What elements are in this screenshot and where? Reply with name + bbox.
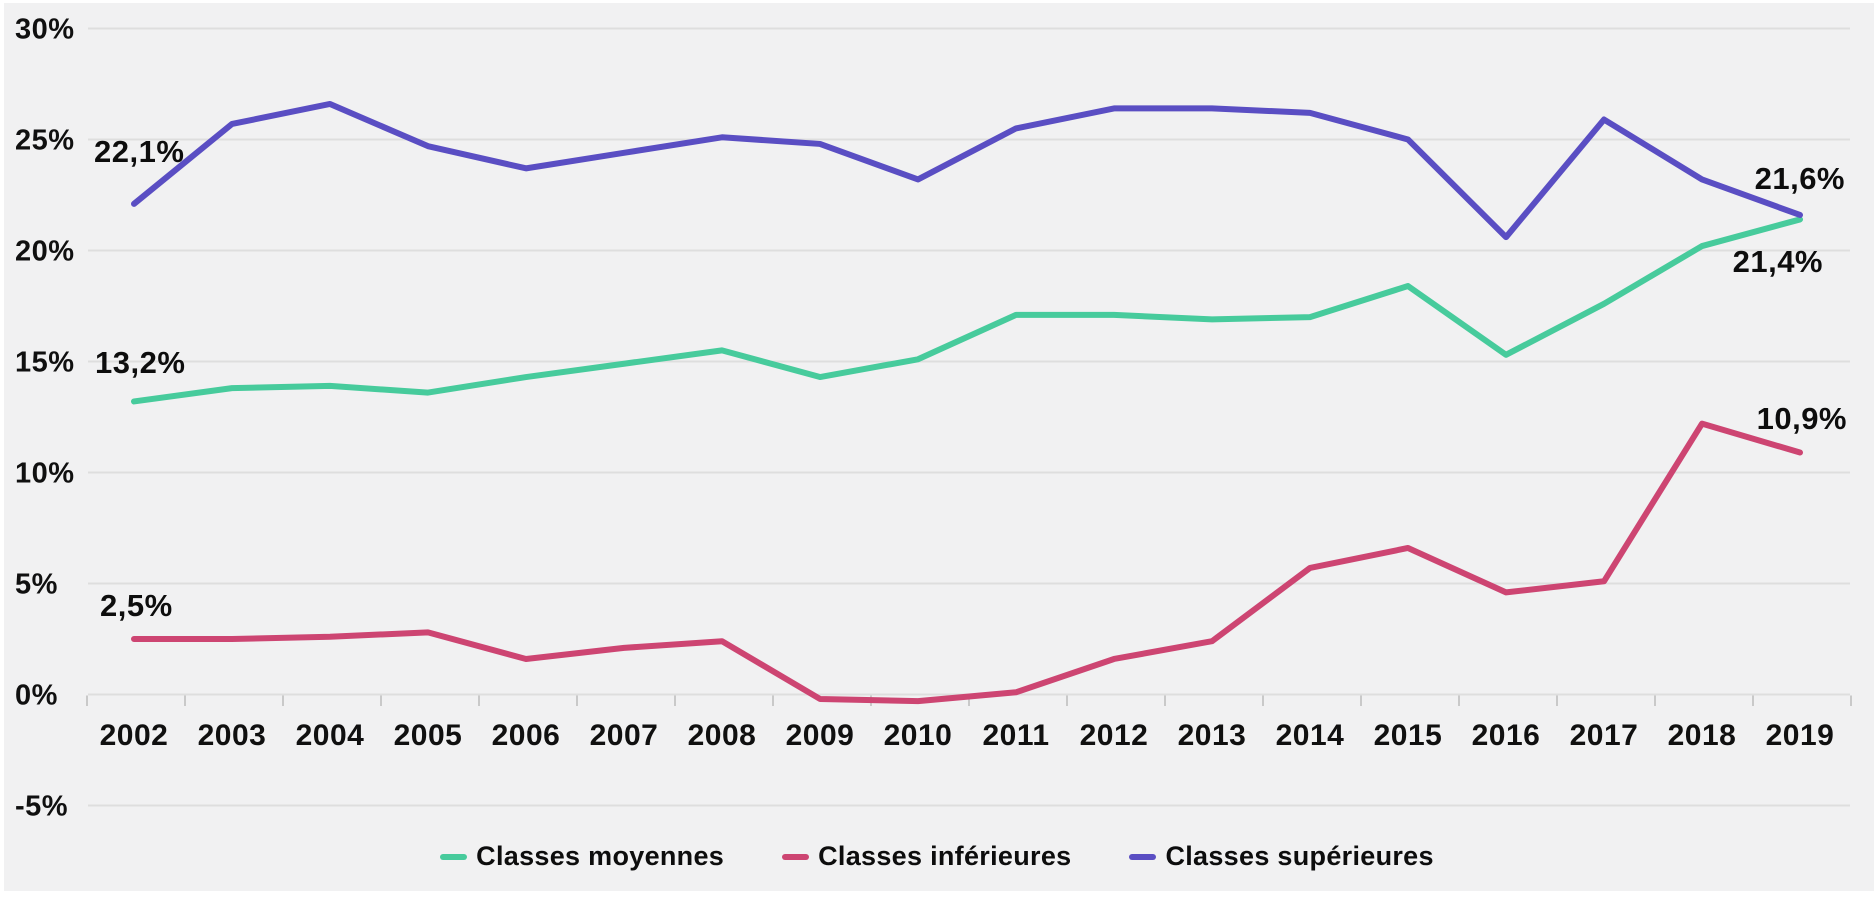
x-axis-label-2012: 2012: [1080, 719, 1149, 752]
annotation-inferieures-end: 10,9%: [1756, 401, 1847, 436]
x-axis-label-2016: 2016: [1472, 719, 1541, 752]
x-axis-label-2018: 2018: [1668, 719, 1737, 752]
y-axis-label-10: 10%: [15, 458, 75, 490]
x-axis-label-2008: 2008: [688, 719, 757, 752]
chart-legend: Classes moyennes Classes inférieures Cla…: [0, 841, 1874, 872]
legend-swatch-classes-moyennes: [440, 853, 468, 860]
x-axis-label-2007: 2007: [590, 719, 659, 752]
series-line-classes-moyennes: [131, 216, 1803, 405]
legend-swatch-classes-superieures: [1129, 853, 1157, 860]
x-axis-label-2004: 2004: [296, 719, 365, 752]
x-axis-label-2005: 2005: [394, 719, 463, 752]
legend-label-classes-inferieures: Classes inférieures: [818, 841, 1072, 871]
x-axis-label-2010: 2010: [884, 719, 953, 752]
annotation-moyennes-end: 21,4%: [1732, 244, 1823, 279]
series-line-classes-inferieures: [131, 420, 1803, 705]
y-axis-label-30: 30%: [15, 14, 75, 46]
legend-item-classes-inferieures: Classes inférieures: [782, 841, 1071, 872]
y-axis-label-20: 20%: [15, 236, 75, 268]
legend-item-classes-moyennes: Classes moyennes: [440, 841, 724, 872]
y-axis-label-15: 15%: [15, 347, 75, 379]
x-axis-label-2011: 2011: [982, 719, 1049, 752]
series-line-classes-superieures: [131, 100, 1803, 241]
chart-panel: [4, 3, 1874, 891]
annotation-inferieures-start: 2,5%: [100, 588, 173, 623]
annotation-superieures-end: 21,6%: [1754, 161, 1845, 196]
x-axis-label-2006: 2006: [492, 719, 561, 752]
y-axis-label--5: -5%: [15, 791, 68, 823]
legend-label-classes-superieures: Classes supérieures: [1165, 841, 1434, 871]
x-axis-label-2019: 2019: [1766, 719, 1835, 752]
x-axis-label-2015: 2015: [1374, 719, 1443, 752]
annotation-moyennes-start: 13,2%: [95, 345, 186, 380]
x-axis-label-2002: 2002: [100, 719, 169, 752]
legend-item-classes-superieures: Classes supérieures: [1129, 841, 1434, 872]
x-axis-label-2009: 2009: [786, 719, 855, 752]
x-axis-label-2017: 2017: [1570, 719, 1639, 752]
x-axis-label-2003: 2003: [198, 719, 267, 752]
y-axis-label-25: 25%: [15, 125, 75, 157]
x-axis-label-2014: 2014: [1276, 719, 1345, 752]
legend-swatch-classes-inferieures: [782, 853, 810, 860]
legend-label-classes-moyennes: Classes moyennes: [476, 841, 725, 871]
x-axis-label-2013: 2013: [1178, 719, 1247, 752]
y-axis-label-0: 0%: [15, 680, 58, 712]
annotation-superieures-start: 22,1%: [94, 134, 185, 169]
y-axis-label-5: 5%: [15, 569, 58, 601]
